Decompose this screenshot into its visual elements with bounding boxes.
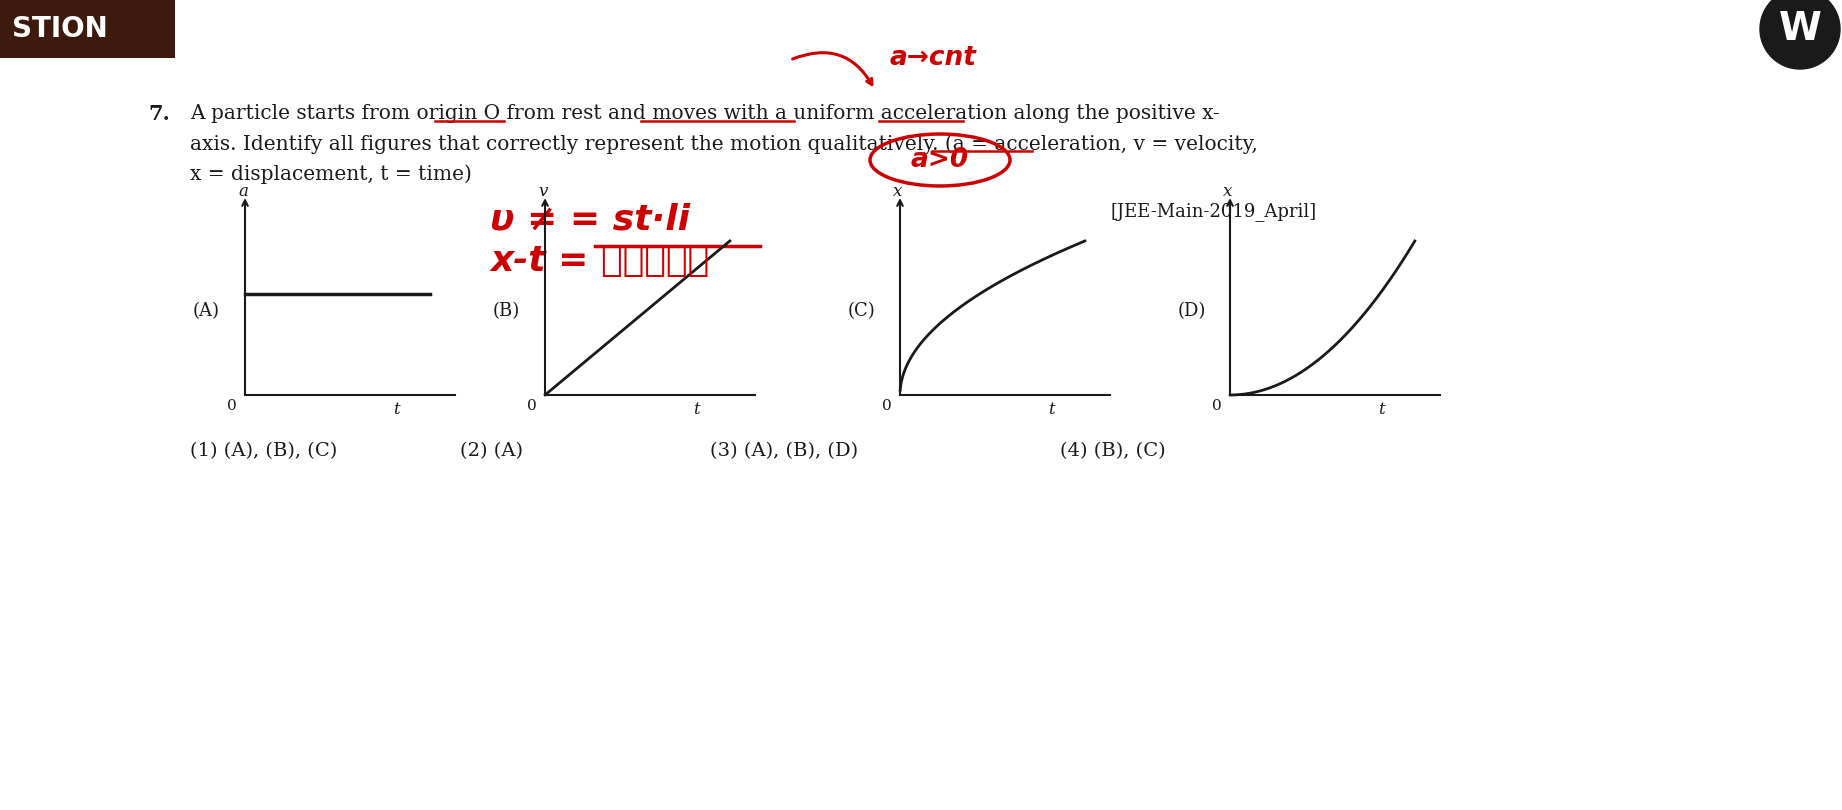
Text: 0: 0 [527, 399, 538, 413]
Text: 0: 0 [227, 399, 238, 413]
Text: [JEE-Main-2019_April]: [JEE-Main-2019_April] [1111, 202, 1317, 221]
Text: a→cnt: a→cnt [890, 45, 976, 71]
Text: (B): (B) [494, 302, 519, 320]
Text: x: x [1223, 183, 1232, 200]
Text: a>0: a>0 [912, 147, 969, 173]
Text: t: t [1378, 401, 1385, 418]
Text: x = displacement, t = time): x = displacement, t = time) [190, 164, 472, 184]
Text: (4) (B), (C): (4) (B), (C) [1059, 442, 1166, 460]
Text: v: v [538, 183, 547, 200]
Text: W: W [1779, 10, 1822, 48]
Text: 7.: 7. [147, 104, 169, 124]
Text: axis. Identify all figures that correctly represent the motion qualitatively. (a: axis. Identify all figures that correctl… [190, 134, 1258, 154]
Text: t: t [1048, 401, 1054, 418]
Bar [0, 0, 175, 58]
Text: STION: STION [13, 15, 107, 43]
Text: t: t [392, 401, 400, 418]
Text: (3) (A), (B), (D): (3) (A), (B), (D) [709, 442, 858, 460]
Text: x-t = सुढ़ी: x-t = सुढ़ी [490, 244, 709, 278]
Text: A particle starts from origin O from rest and moves with a uniform acceleration : A particle starts from origin O from res… [190, 104, 1219, 123]
Text: (D): (D) [1179, 302, 1207, 320]
Text: 0: 0 [882, 399, 892, 413]
Text: t: t [693, 401, 700, 418]
Text: υ ≠ = st·li: υ ≠ = st·li [490, 202, 691, 236]
Circle shape [1759, 0, 1840, 69]
Text: x: x [893, 183, 903, 200]
Text: (1) (A), (B), (C): (1) (A), (B), (C) [190, 442, 337, 460]
Text: (A): (A) [193, 302, 219, 320]
Text: a: a [238, 183, 249, 200]
Text: 0: 0 [1212, 399, 1221, 413]
Text: (2) (A): (2) (A) [460, 442, 523, 460]
Text: (C): (C) [847, 302, 875, 320]
